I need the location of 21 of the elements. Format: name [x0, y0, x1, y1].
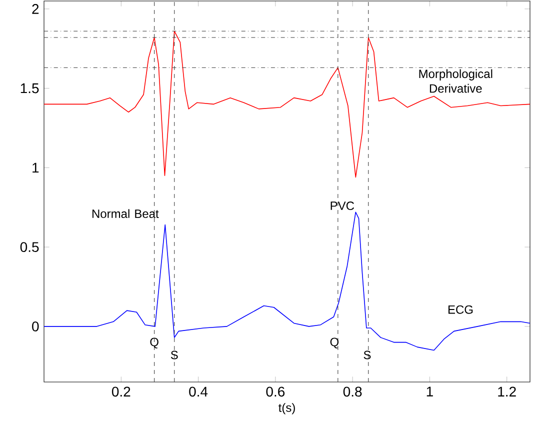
y-tick-label: 0.5 — [20, 242, 39, 252]
y-tick-label: 0 — [32, 321, 39, 332]
line-series — [44, 30, 530, 178]
x-tick-label: 0.6 — [266, 386, 285, 397]
x-axis-title: t(s) — [278, 403, 295, 414]
annotation: Normal Beat — [92, 209, 159, 218]
y-tick-label: 2 — [32, 4, 39, 14]
annotation: ECG — [448, 305, 473, 314]
annotation: Q — [330, 338, 339, 348]
annotation: Morphological Derivative — [419, 69, 492, 93]
x-tick-label: 0.2 — [112, 386, 130, 397]
x-tick-label: 0.4 — [189, 386, 208, 397]
y-tick-label: 1 — [32, 162, 39, 172]
annotation: Q — [150, 338, 158, 348]
x-tick-label: 1.2 — [498, 386, 516, 396]
x-tick-label: 0.8 — [343, 386, 362, 397]
x-tick-label: 1 — [426, 386, 433, 396]
annotation: S — [364, 350, 371, 360]
y-tick-label: 1.5 — [20, 83, 39, 94]
annotation: PVC — [330, 202, 354, 210]
annotation: S — [170, 350, 178, 360]
